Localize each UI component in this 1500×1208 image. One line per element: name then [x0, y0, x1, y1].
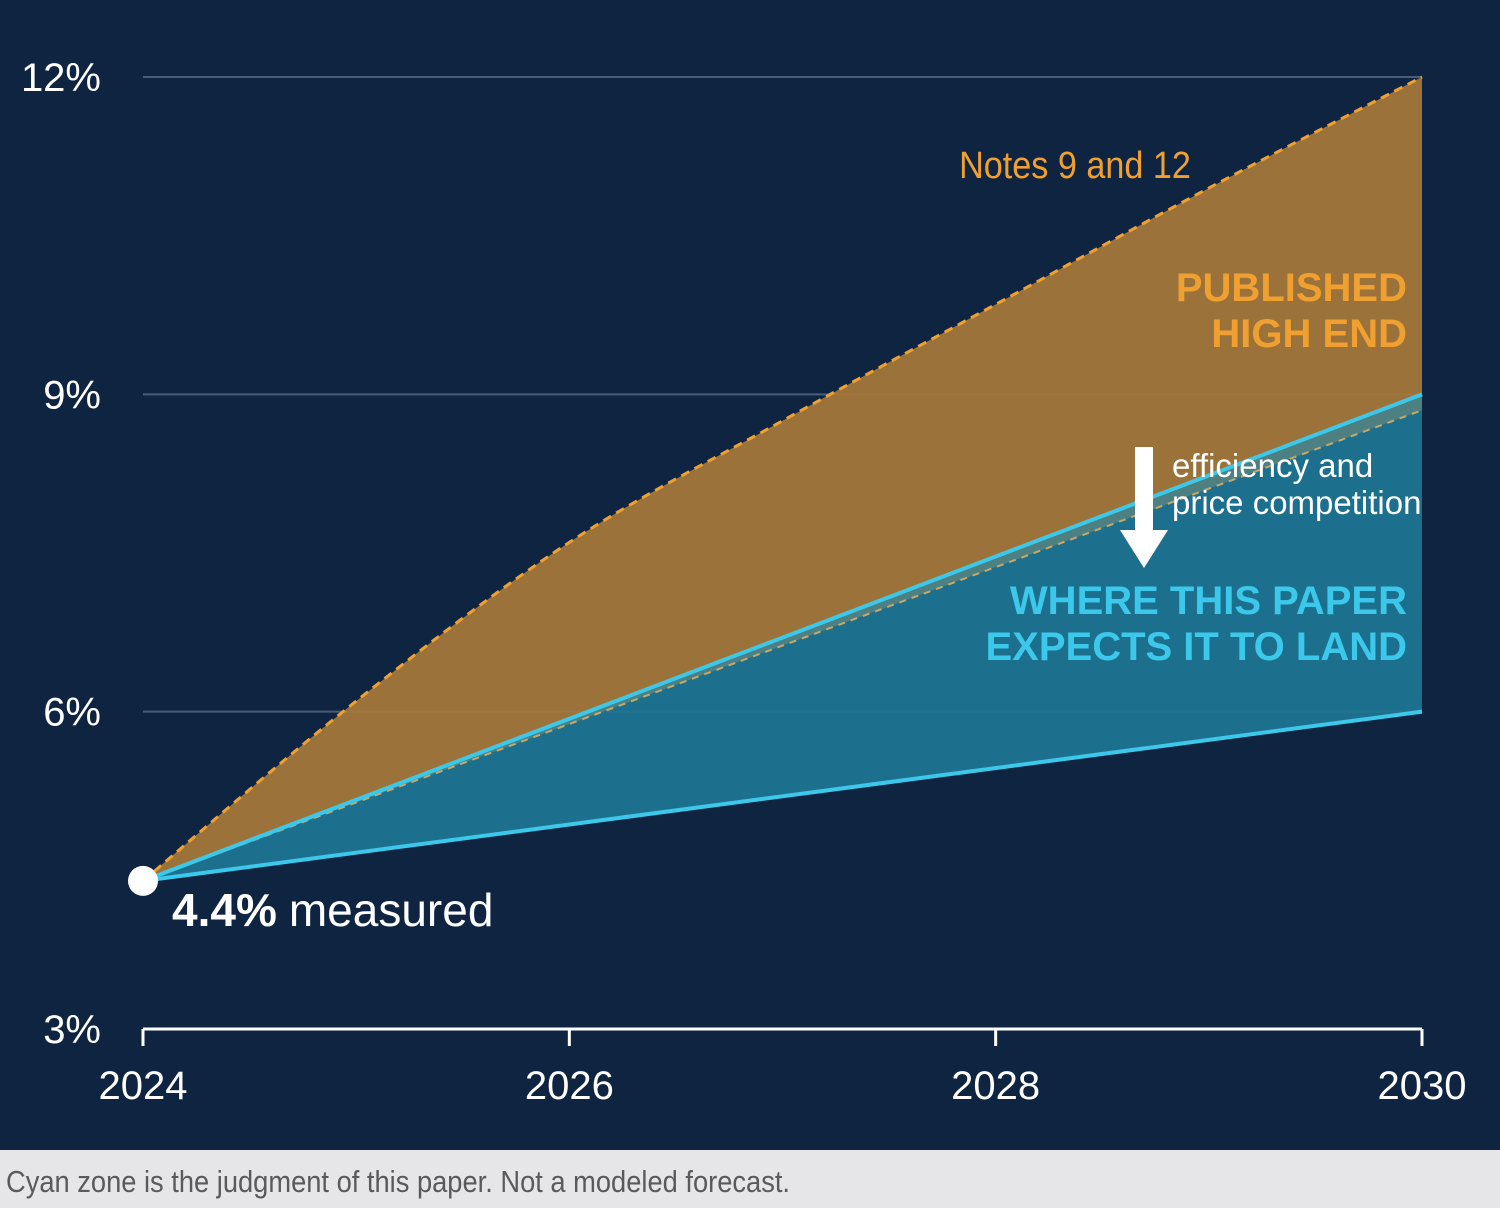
x-tick-label-2026: 2026: [525, 1064, 614, 1108]
high-end-label-line2: HIGH END: [1211, 312, 1407, 356]
expected-lower-line: [142, 709, 1423, 883]
chart-area: 2024 2026 2028 2030 3% 6% 9% 12% Notes 9 and 12…: [21, 56, 1467, 1108]
start-point-text: measured: [289, 884, 494, 936]
y-tick-label-0: 3%: [43, 1008, 101, 1052]
x-tick-label-2028: 2028: [951, 1064, 1040, 1108]
x-tick-label-2024: 2024: [99, 1064, 188, 1108]
overlap-dashed-edge: [142, 409, 1423, 882]
y-tick-label-2: 9%: [43, 373, 101, 417]
ticks: 2024 2026 2028 2030 3% 6% 9% 12%: [21, 56, 1467, 1108]
bands: [142, 75, 1423, 883]
start-point-label: 4.4% measured: [172, 884, 493, 936]
x-tick-label-2030: 2030: [1378, 1064, 1467, 1108]
arrow-label-line2: price competition: [1172, 484, 1421, 521]
chart-svg: 2024 2026 2028 2030 3% 6% 9% 12% Notes 9 and 12…: [21, 56, 1467, 1108]
start-point-value: 4.4%: [172, 884, 277, 936]
footer: Cyan zone is the judgment of this paper.…: [0, 1150, 1500, 1208]
high-end-label-line1: PUBLISHED: [1176, 266, 1407, 310]
down-arrow-icon: [1120, 447, 1168, 568]
y-tick-label-1: 6%: [43, 691, 101, 735]
start-point-marker: [128, 865, 158, 896]
land-label-line2: EXPECTS IT TO LAND: [985, 625, 1407, 669]
y-tick-label-3: 12%: [21, 56, 101, 100]
land-label-line1: WHERE THIS PAPER: [1010, 579, 1407, 623]
expected-upper-line: [142, 392, 1423, 883]
band-high-end: [143, 77, 1422, 881]
high-end-upper-line: [142, 75, 1423, 883]
notes-label: Notes 9 and 12: [959, 143, 1191, 186]
footer-note: Cyan zone is the judgment of this paper.…: [6, 1164, 790, 1199]
arrow-label-line1: efficiency and: [1172, 447, 1373, 484]
